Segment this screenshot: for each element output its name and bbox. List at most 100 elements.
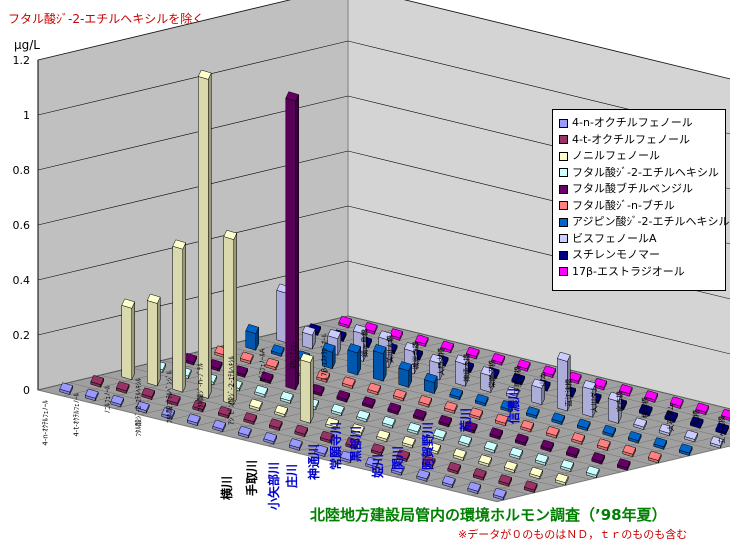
river-label: 常願寺川 (328, 422, 343, 470)
bar-top (274, 404, 289, 415)
chart-title: 北陸地方建設局管内の環境ホルモン調査（’98年夏） (310, 506, 667, 524)
floor-grid-line (316, 323, 730, 425)
bar-top (172, 239, 187, 250)
river-label: 神通川 (306, 444, 321, 480)
bar-top (463, 420, 478, 432)
bar-top (339, 450, 354, 461)
bar-top (545, 425, 560, 437)
bar-front (347, 349, 358, 376)
bar-top (469, 407, 484, 418)
legend-swatch (559, 135, 568, 144)
bar-front (300, 359, 311, 424)
bar-top (166, 393, 181, 404)
bar-front (172, 245, 183, 393)
bar-top (556, 351, 571, 362)
bar-top (161, 407, 176, 418)
bar-top (560, 459, 575, 470)
bar-top (449, 387, 464, 398)
bar-top (447, 461, 462, 472)
bar-top (412, 408, 427, 419)
category-axis-label: 山本 (538, 373, 547, 387)
excluded-note: フタル酸ｼﾞ-2-エチルヘキシルを除く (8, 12, 205, 26)
bar-top (270, 344, 285, 355)
bar-top (327, 328, 342, 340)
river-label: 手取川 (244, 460, 259, 496)
bar-top (474, 393, 489, 404)
bar-top (245, 323, 260, 335)
category-axis-label: 常願寺橋 (487, 360, 496, 388)
bar-top (387, 402, 402, 413)
floor-grid-line (37, 389, 498, 502)
bar-top (494, 413, 509, 424)
legend-item: アジピン酸ｼﾞ-2-エチルヘキシル (559, 215, 730, 229)
bar-top (367, 382, 382, 393)
bar-top (356, 409, 371, 420)
bar-top (689, 416, 704, 427)
bar-top (345, 436, 360, 448)
series-axis-label: ﾉﾆﾙﾌｪﾉｰﾙ (104, 385, 112, 413)
floor-grid-line (347, 315, 730, 410)
series-axis-label: ﾌﾀﾙ酸ｼﾞ-2-ｴﾁﾙﾍｷｼﾙ (134, 378, 143, 437)
series-axis-label: ｽﾁﾚﾝﾓﾉﾏｰ (290, 341, 298, 369)
bar-top (582, 379, 597, 391)
legend-item: フタル酸ｼﾞ-n-ブチル (559, 199, 675, 213)
bar-top (427, 441, 442, 453)
bar-top (678, 443, 693, 454)
bar-top (480, 366, 495, 377)
bar-top (416, 469, 431, 480)
bar-top (478, 454, 493, 465)
bar-top (505, 386, 520, 397)
bar-top (554, 472, 569, 484)
bar-top (531, 378, 546, 389)
legend-item: ノニルフェノール (559, 149, 660, 163)
category-axis-label: 神通大橋 (462, 354, 471, 382)
legend-item: スチレンモノマー (559, 248, 660, 262)
bar-top (59, 382, 74, 393)
bar-top (438, 414, 453, 425)
bar-side (310, 356, 314, 424)
bar-top (389, 328, 404, 339)
bar-top (259, 371, 274, 382)
bar-top (338, 315, 353, 326)
category-axis-label: 直江津橋 (564, 379, 573, 407)
river-label: 姫川 (370, 454, 385, 478)
bar-top (372, 343, 387, 355)
legend-label: ビスフェノールA (572, 231, 657, 245)
bar-front (721, 415, 730, 421)
river-label: 信濃川 (506, 388, 521, 424)
river-label: 庄川 (284, 464, 299, 488)
legend-swatch (559, 151, 568, 161)
bar-top (684, 429, 699, 440)
bar-top (472, 467, 487, 479)
bar-top (146, 293, 161, 304)
legend-swatch (559, 168, 568, 177)
bar-top (370, 443, 385, 454)
floor-grid-line (68, 382, 529, 495)
bar-front (198, 76, 209, 399)
bar-top (607, 391, 622, 402)
bar-top (341, 376, 356, 387)
bar-side (208, 72, 212, 399)
y-tick-label: 1 (23, 109, 30, 122)
river-label: 荒川 (458, 408, 473, 433)
bar-top (314, 444, 329, 455)
bar-top (664, 409, 679, 421)
legend-label: 17β-エストラジオール (572, 264, 685, 278)
bar-top (429, 353, 444, 364)
bar-top (279, 391, 294, 402)
bar-top (336, 389, 351, 401)
bar-top (520, 419, 535, 430)
bar-top (709, 435, 724, 447)
bar-top (491, 352, 506, 364)
bar-top (392, 388, 407, 399)
bar-top (141, 387, 156, 398)
y-axis-unit: μg/L (14, 38, 40, 52)
river-label: 黒部川 (348, 426, 363, 462)
bar-top (268, 418, 283, 429)
bar-top (542, 365, 557, 376)
legend-item: ビスフェノールA (559, 232, 657, 246)
river-label: 横川 (219, 476, 234, 500)
river-label: 関川 (391, 446, 405, 470)
bar-top (352, 324, 367, 335)
gridline (37, 0, 730, 80)
